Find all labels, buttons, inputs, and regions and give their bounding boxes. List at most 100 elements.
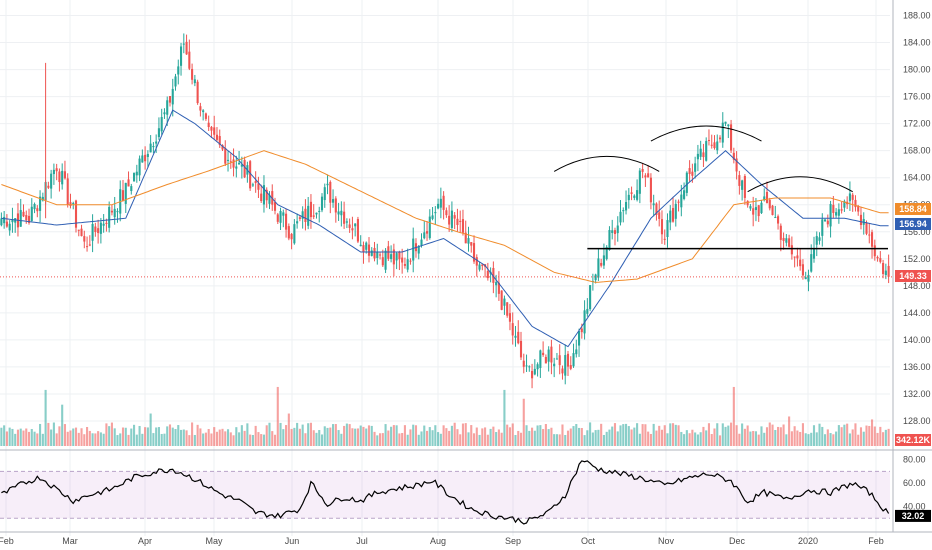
- volume-bar: [749, 431, 752, 446]
- candle: [765, 191, 769, 204]
- candle: [348, 224, 351, 228]
- volume-bar: [442, 425, 445, 446]
- volume-bar: [807, 434, 810, 446]
- candle: [641, 168, 644, 172]
- volume-bar: [484, 427, 487, 446]
- candle: [519, 340, 523, 358]
- volume-label: 342.12K: [896, 435, 931, 445]
- candle: [279, 211, 282, 223]
- month-tick-label: Apr: [138, 536, 152, 546]
- candle: [235, 166, 238, 169]
- candle: [823, 219, 827, 222]
- candle: [848, 193, 851, 202]
- candle: [677, 201, 680, 203]
- candle: [829, 204, 832, 227]
- candle: [597, 258, 600, 278]
- volume-bar: [757, 434, 760, 446]
- volume-bar: [580, 428, 583, 446]
- volume-bar: [27, 431, 31, 446]
- volume-bar: [586, 430, 589, 446]
- candle: [171, 88, 174, 105]
- candle: [694, 163, 697, 172]
- candle: [542, 352, 545, 356]
- volume-bar: [271, 431, 274, 446]
- candle: [251, 184, 254, 186]
- volume-bar: [492, 426, 495, 446]
- volume-bar: [624, 423, 628, 446]
- volume-bar: [450, 425, 453, 446]
- price-label: 156.94: [899, 219, 927, 229]
- candle: [121, 190, 125, 201]
- volume-bar: [124, 427, 127, 446]
- volume-bar: [282, 429, 285, 446]
- price-tick-label: 152.00: [903, 254, 931, 264]
- volume-bar: [221, 428, 224, 446]
- volume-bar: [196, 424, 199, 446]
- candle: [884, 270, 887, 276]
- candle: [177, 66, 180, 75]
- volume-bar: [826, 429, 829, 446]
- candle: [226, 159, 230, 161]
- volume-bar: [531, 427, 534, 446]
- rsi-line: [1, 460, 890, 525]
- candle: [182, 43, 185, 45]
- candle: [793, 256, 796, 258]
- volume-bar: [188, 435, 191, 446]
- volume-bar: [356, 428, 359, 446]
- candle: [821, 219, 824, 236]
- volume-bar: [99, 432, 102, 446]
- candle: [683, 190, 686, 199]
- volume-bar: [50, 429, 53, 446]
- candle: [157, 128, 160, 138]
- volume-bar: [489, 428, 492, 446]
- candle: [19, 210, 22, 227]
- volume-bar: [119, 433, 122, 446]
- candle: [608, 229, 611, 250]
- price-tick-label: 132.00: [903, 389, 931, 399]
- volume-bar: [226, 429, 230, 446]
- volume-bar: [702, 426, 705, 446]
- candle: [671, 208, 675, 222]
- volume-bar: [251, 434, 254, 446]
- moving-average-blue: [1, 109, 889, 348]
- volume-bar: [691, 429, 694, 446]
- candle: [196, 81, 199, 104]
- volume-bar: [262, 434, 266, 446]
- volume-bar: [644, 424, 647, 446]
- candle: [265, 189, 268, 201]
- candle: [293, 224, 296, 244]
- candle: [39, 196, 42, 211]
- candle: [257, 183, 260, 190]
- volume-bar: [555, 434, 558, 446]
- candle: [74, 200, 78, 228]
- volume-bar: [553, 434, 556, 446]
- candle: [649, 177, 652, 203]
- candle: [406, 259, 409, 270]
- candle: [262, 185, 266, 205]
- candle: [320, 196, 324, 211]
- volume-bar: [616, 431, 619, 446]
- volume-bar: [862, 431, 865, 446]
- month-tick-label: Nov: [658, 536, 675, 546]
- volume-bar: [868, 425, 871, 446]
- candle: [91, 223, 94, 241]
- volume-bar: [199, 428, 202, 446]
- volume-bar: [837, 425, 840, 446]
- price-label-bg: [895, 270, 931, 282]
- candle: [630, 192, 633, 194]
- candle: [508, 313, 512, 322]
- candle: [149, 143, 152, 153]
- volume-bar: [425, 430, 429, 446]
- volume-bar: [732, 386, 735, 446]
- candle: [362, 245, 365, 253]
- candle: [688, 168, 691, 175]
- candle: [417, 246, 420, 254]
- volume-bar: [539, 425, 542, 446]
- volume-bar: [33, 431, 36, 446]
- volume-bar: [149, 413, 152, 446]
- candle: [774, 217, 777, 219]
- volume-bar: [495, 432, 498, 446]
- candle: [83, 236, 86, 242]
